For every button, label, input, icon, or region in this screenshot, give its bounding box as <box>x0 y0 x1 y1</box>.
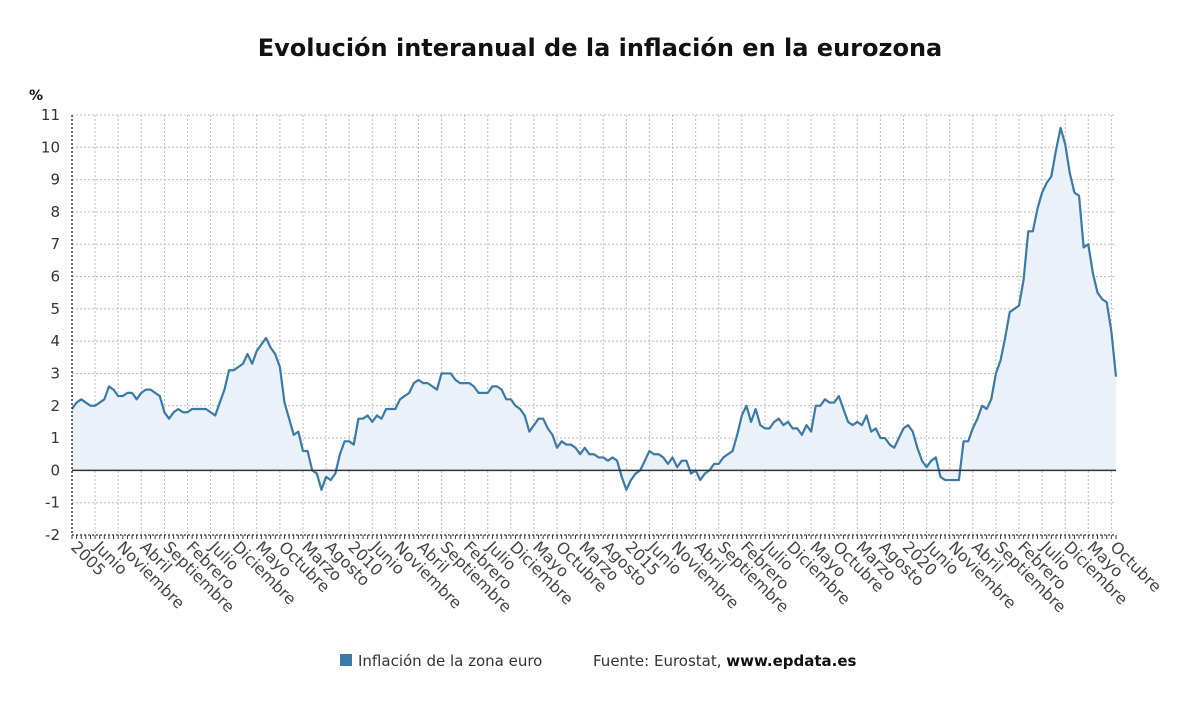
y-axis-unit-label: % <box>29 88 43 104</box>
y-tick-label: 3 <box>50 364 60 382</box>
y-tick-label: 1 <box>50 429 60 447</box>
y-tick-label: 9 <box>50 171 60 189</box>
chart-title: Evolución interanual de la inflación en … <box>258 34 942 62</box>
x-axis-ticks: 2005JunioNoviembreAbrilSeptiembreFebrero… <box>67 537 1165 617</box>
legend-source-prefix: Fuente: Eurostat, <box>593 652 726 670</box>
y-tick-label: 8 <box>50 203 60 221</box>
y-tick-label: -2 <box>45 526 60 544</box>
chart-axes <box>71 115 1117 539</box>
y-tick-label: 4 <box>50 332 60 350</box>
y-tick-label: 2 <box>50 397 60 415</box>
inflation-line <box>71 126 1118 491</box>
y-tick-label: 5 <box>50 300 60 318</box>
inflation-area <box>72 127 1116 490</box>
y-tick-label: 6 <box>50 268 60 286</box>
legend-swatch <box>340 654 352 666</box>
y-tick-label: 7 <box>50 235 60 253</box>
y-tick-label: 11 <box>41 106 60 124</box>
legend-source: Fuente: Eurostat, www.epdata.es <box>593 652 857 670</box>
y-tick-label: -1 <box>45 494 60 512</box>
legend-source-site: www.epdata.es <box>726 652 856 670</box>
y-tick-label: 0 <box>50 461 60 479</box>
y-tick-label: 10 <box>41 138 60 156</box>
y-axis-ticks: -2 -1 0 1 2 3 4 5 6 7 8 9 10 11 <box>41 106 60 544</box>
legend-series-label: Inflación de la zona euro <box>358 652 542 670</box>
legend: Inflación de la zona euro Fuente: Eurost… <box>340 652 857 670</box>
